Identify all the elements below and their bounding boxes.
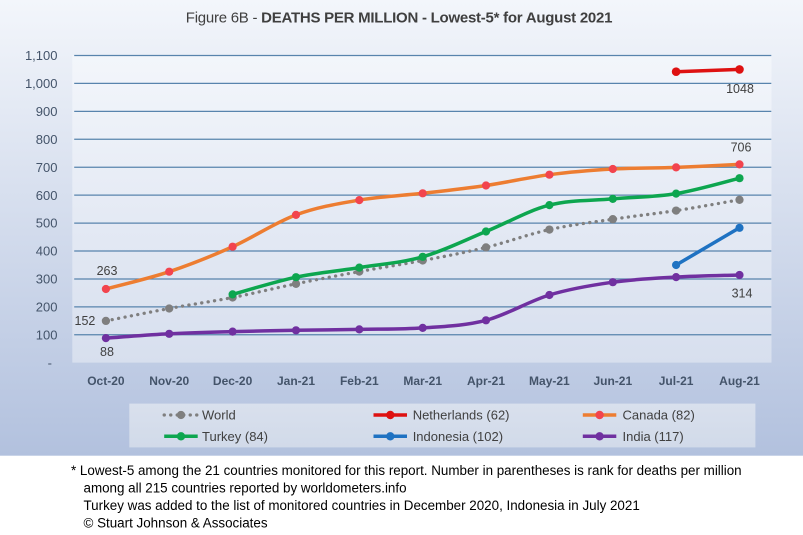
svg-text:100: 100 xyxy=(36,327,58,342)
svg-text:Figure 6B - DEATHS PER MILLION: Figure 6B - DEATHS PER MILLION - Lowest-… xyxy=(186,10,612,27)
svg-text:Turkey was added to the list o: Turkey was added to the list of monitore… xyxy=(84,498,640,513)
svg-text:400: 400 xyxy=(36,244,58,259)
svg-text:200: 200 xyxy=(36,299,58,314)
svg-text:800: 800 xyxy=(36,132,58,147)
svg-text:Aug-21: Aug-21 xyxy=(719,374,760,388)
svg-text:India (117): India (117) xyxy=(623,429,684,444)
svg-text:1,000: 1,000 xyxy=(25,76,58,91)
svg-text:700: 700 xyxy=(36,160,58,175)
svg-text:Nov-20: Nov-20 xyxy=(149,374,189,388)
svg-text:900: 900 xyxy=(36,104,58,119)
svg-text:Apr-21: Apr-21 xyxy=(467,374,505,388)
svg-text:Jan-21: Jan-21 xyxy=(277,374,315,388)
svg-text:263: 263 xyxy=(97,264,118,278)
svg-text:Jun-21: Jun-21 xyxy=(593,374,632,388)
svg-text:314: 314 xyxy=(732,287,753,301)
svg-text:Netherlands (62): Netherlands (62) xyxy=(413,408,510,423)
svg-text:Jul-21: Jul-21 xyxy=(659,374,694,388)
svg-text:1,100: 1,100 xyxy=(25,48,58,63)
svg-text:Canada (82): Canada (82) xyxy=(623,408,695,423)
svg-text:Dec-20: Dec-20 xyxy=(213,374,253,388)
svg-text:-: - xyxy=(48,355,52,370)
svg-text:among all 215 countries report: among all 215 countries reported by worl… xyxy=(84,481,407,496)
svg-text:Oct-20: Oct-20 xyxy=(87,374,125,388)
svg-text:Feb-21: Feb-21 xyxy=(340,374,379,388)
svg-text:Turkey (84): Turkey (84) xyxy=(202,429,268,444)
svg-text:300: 300 xyxy=(36,272,58,287)
svg-text:Indonesia (102): Indonesia (102) xyxy=(413,429,503,444)
svg-text:600: 600 xyxy=(36,188,58,203)
svg-text:© Stuart Johnson & Associates: © Stuart Johnson & Associates xyxy=(84,516,268,531)
svg-text:152: 152 xyxy=(75,314,96,328)
svg-text:88: 88 xyxy=(100,345,114,359)
svg-text:500: 500 xyxy=(36,216,58,231)
svg-text:Mar-21: Mar-21 xyxy=(403,374,442,388)
svg-text:1048: 1048 xyxy=(726,82,754,96)
svg-text:May-21: May-21 xyxy=(529,374,570,388)
svg-text:706: 706 xyxy=(731,141,752,155)
svg-text:* Lowest-5 among the 21 countr: * Lowest-5 among the 21 countries monito… xyxy=(71,463,742,478)
svg-text:World: World xyxy=(202,408,236,423)
